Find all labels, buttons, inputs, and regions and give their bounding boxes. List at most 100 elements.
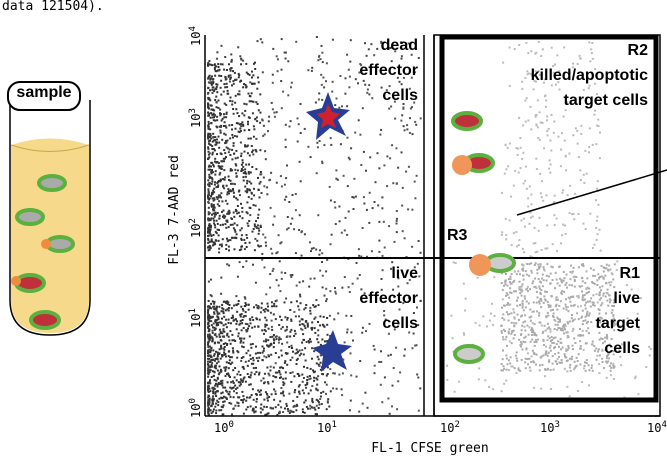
dot bbox=[564, 284, 566, 286]
dot bbox=[207, 376, 209, 378]
dot bbox=[309, 405, 311, 407]
dot bbox=[353, 197, 355, 199]
dot bbox=[255, 226, 257, 228]
dot bbox=[330, 200, 332, 202]
dot bbox=[574, 318, 576, 320]
dot bbox=[233, 212, 235, 214]
dot bbox=[592, 370, 594, 372]
dot bbox=[208, 361, 210, 363]
dot bbox=[378, 251, 380, 253]
dot bbox=[505, 238, 507, 240]
dot bbox=[532, 216, 534, 218]
dot bbox=[596, 359, 598, 361]
dot bbox=[547, 315, 549, 317]
dot bbox=[365, 330, 367, 332]
dot bbox=[221, 318, 223, 320]
dot bbox=[239, 55, 241, 57]
dot bbox=[226, 86, 228, 88]
dot bbox=[210, 217, 212, 219]
dot bbox=[213, 136, 215, 138]
dot bbox=[214, 120, 216, 122]
dot bbox=[598, 332, 600, 334]
dot bbox=[255, 393, 257, 395]
dot bbox=[556, 343, 558, 345]
dot bbox=[223, 149, 225, 151]
dot bbox=[229, 239, 231, 241]
dot bbox=[285, 403, 287, 405]
dot bbox=[546, 116, 548, 118]
dot bbox=[399, 81, 401, 83]
dot bbox=[247, 373, 249, 375]
dot bbox=[334, 287, 336, 289]
dot bbox=[586, 330, 588, 332]
dot bbox=[585, 316, 587, 318]
dot bbox=[218, 229, 220, 231]
dot bbox=[248, 397, 250, 399]
dot bbox=[236, 320, 238, 322]
dot bbox=[404, 348, 406, 350]
dot bbox=[309, 307, 311, 309]
dot bbox=[616, 260, 618, 262]
dot bbox=[252, 231, 254, 233]
dot bbox=[530, 194, 532, 196]
dot bbox=[388, 225, 390, 227]
dot bbox=[503, 368, 505, 370]
dot bbox=[223, 91, 225, 93]
dot bbox=[318, 99, 320, 101]
dot bbox=[346, 331, 348, 333]
dot bbox=[255, 205, 257, 207]
dot bbox=[229, 304, 231, 306]
dot bbox=[292, 400, 294, 402]
dot bbox=[216, 220, 218, 222]
dot bbox=[291, 357, 293, 359]
dot bbox=[554, 224, 556, 226]
dot bbox=[420, 300, 422, 302]
dot bbox=[208, 281, 210, 283]
dot bbox=[263, 333, 265, 335]
dot bbox=[257, 214, 259, 216]
dot bbox=[326, 324, 328, 326]
dot bbox=[505, 144, 507, 146]
dot bbox=[252, 343, 254, 345]
dot bbox=[527, 52, 529, 54]
dot bbox=[276, 55, 278, 57]
dot bbox=[578, 266, 580, 268]
dot bbox=[236, 79, 238, 81]
dot bbox=[350, 39, 352, 41]
dot bbox=[413, 333, 415, 335]
dot bbox=[214, 181, 216, 183]
dot bbox=[540, 299, 542, 301]
dot bbox=[518, 117, 520, 119]
dot bbox=[273, 334, 275, 336]
dot bbox=[260, 404, 262, 406]
dot bbox=[301, 342, 303, 344]
dot bbox=[280, 80, 282, 82]
dot bbox=[406, 124, 408, 126]
dot bbox=[534, 227, 536, 229]
dot bbox=[604, 337, 606, 339]
dot bbox=[520, 220, 522, 222]
dot bbox=[209, 75, 211, 77]
dot bbox=[258, 374, 260, 376]
dot bbox=[223, 214, 225, 216]
dot bbox=[536, 341, 538, 343]
dot bbox=[233, 227, 235, 229]
dot bbox=[215, 333, 217, 335]
dot bbox=[297, 305, 299, 307]
y-axis-label: FL-3 7-AAD red bbox=[167, 155, 182, 265]
dot bbox=[475, 322, 477, 324]
dot bbox=[254, 118, 256, 120]
dot bbox=[272, 82, 274, 84]
dot bbox=[520, 167, 522, 169]
dot bbox=[580, 335, 582, 337]
dot bbox=[210, 405, 212, 407]
dot bbox=[316, 379, 318, 381]
dot bbox=[586, 311, 588, 313]
dot bbox=[358, 248, 360, 250]
dot bbox=[246, 72, 248, 74]
dot bbox=[582, 297, 584, 299]
dot bbox=[518, 239, 520, 241]
dot bbox=[370, 43, 372, 45]
dot bbox=[518, 44, 520, 46]
dot bbox=[505, 273, 507, 275]
